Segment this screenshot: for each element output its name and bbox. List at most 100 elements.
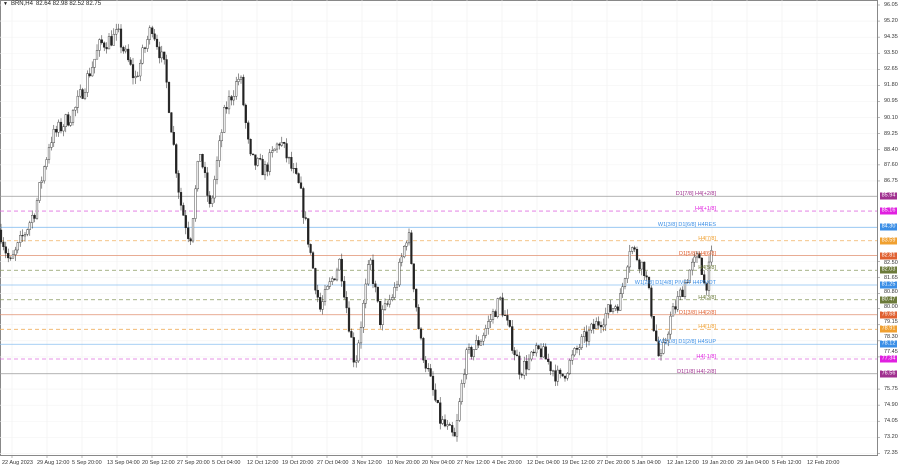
candle xyxy=(616,306,619,311)
candle xyxy=(179,192,183,206)
candle xyxy=(491,311,495,320)
time-label: 13 Sep 04:00 xyxy=(107,460,140,466)
candle xyxy=(148,27,151,40)
candle xyxy=(35,200,39,219)
candle xyxy=(57,121,60,133)
candle xyxy=(321,301,324,310)
candle xyxy=(439,402,442,424)
candle xyxy=(146,39,149,49)
candle xyxy=(292,168,295,170)
candle xyxy=(669,315,672,335)
candle xyxy=(203,166,207,173)
candle xyxy=(407,232,411,244)
candle xyxy=(499,297,502,299)
candle xyxy=(628,251,631,268)
candle xyxy=(458,401,461,421)
candle xyxy=(664,340,667,343)
candle xyxy=(645,275,648,278)
candle xyxy=(254,154,257,166)
level-price-badge: 85.16 xyxy=(880,207,897,215)
candle xyxy=(355,360,358,363)
candle xyxy=(167,82,171,113)
candle xyxy=(261,158,264,176)
candle xyxy=(460,383,463,402)
candle xyxy=(417,307,420,330)
candle xyxy=(443,419,447,427)
time-label: 5 Oct 04:00 xyxy=(212,460,241,466)
candle xyxy=(415,288,418,308)
candle xyxy=(607,304,610,314)
candle xyxy=(91,67,94,77)
level-label: H4[7/8] xyxy=(698,235,716,242)
candle xyxy=(511,326,514,351)
price-label: 89.25 xyxy=(884,130,898,137)
candle xyxy=(136,75,139,77)
time-label: 12 Jan 12:00 xyxy=(667,460,699,466)
candle xyxy=(151,27,154,35)
candle xyxy=(631,247,634,252)
candles xyxy=(0,23,713,442)
candle xyxy=(369,259,372,265)
candle xyxy=(393,287,396,298)
candle xyxy=(453,432,456,437)
candle xyxy=(88,73,91,77)
candle xyxy=(98,39,101,51)
candle xyxy=(307,218,310,245)
candle xyxy=(175,144,178,174)
candle xyxy=(266,164,269,172)
candle xyxy=(686,282,689,284)
candle xyxy=(707,261,711,291)
candle xyxy=(633,247,636,250)
candle xyxy=(155,38,159,48)
candle xyxy=(33,215,36,219)
level-price-badge: 80.47 xyxy=(880,296,897,304)
candle xyxy=(571,354,574,361)
level-label: H4[3/8] xyxy=(698,294,716,301)
candle xyxy=(227,96,231,110)
time-label: 27 Oct 04:00 xyxy=(317,460,349,466)
candle xyxy=(76,95,79,108)
candle xyxy=(391,297,394,300)
candle xyxy=(271,150,274,153)
price-label: 95.20 xyxy=(884,18,898,25)
candle xyxy=(143,47,147,49)
price-label: 74.05 xyxy=(884,418,898,425)
candle xyxy=(395,284,399,288)
candle xyxy=(508,320,511,327)
candle xyxy=(506,315,509,321)
price-label: 79.15 xyxy=(884,318,898,325)
candle xyxy=(223,107,226,133)
candle xyxy=(573,348,576,356)
candle xyxy=(695,253,699,258)
candle xyxy=(285,143,288,159)
candle xyxy=(316,289,319,298)
candle xyxy=(263,164,267,176)
candle xyxy=(436,399,439,403)
time-label: 12 Feb 20:00 xyxy=(807,460,840,466)
candle xyxy=(650,287,653,317)
candle xyxy=(28,222,31,230)
candle xyxy=(230,96,233,101)
candle xyxy=(371,259,375,284)
dropdown-triangle-icon[interactable]: ▼ xyxy=(3,1,8,7)
time-label: 22 Aug 2023 xyxy=(2,460,33,466)
candle xyxy=(561,373,564,377)
candle xyxy=(619,293,622,311)
candle xyxy=(302,188,305,218)
candle xyxy=(652,316,655,332)
candle xyxy=(381,309,384,326)
candle xyxy=(153,33,156,40)
price-label: 90.10 xyxy=(884,114,898,121)
candle xyxy=(599,325,603,328)
candle xyxy=(103,42,106,48)
candle xyxy=(602,324,605,328)
time-label: 3 Nov 12:00 xyxy=(352,460,382,466)
candle xyxy=(364,283,367,304)
candle xyxy=(691,261,694,271)
price-label: 75.75 xyxy=(884,386,898,393)
price-label: 72.35 xyxy=(884,450,898,457)
ohlc-values: 82.64 82.98 82.52 82.75 xyxy=(35,1,102,7)
time-label: 29 Aug 12:00 xyxy=(37,460,70,466)
